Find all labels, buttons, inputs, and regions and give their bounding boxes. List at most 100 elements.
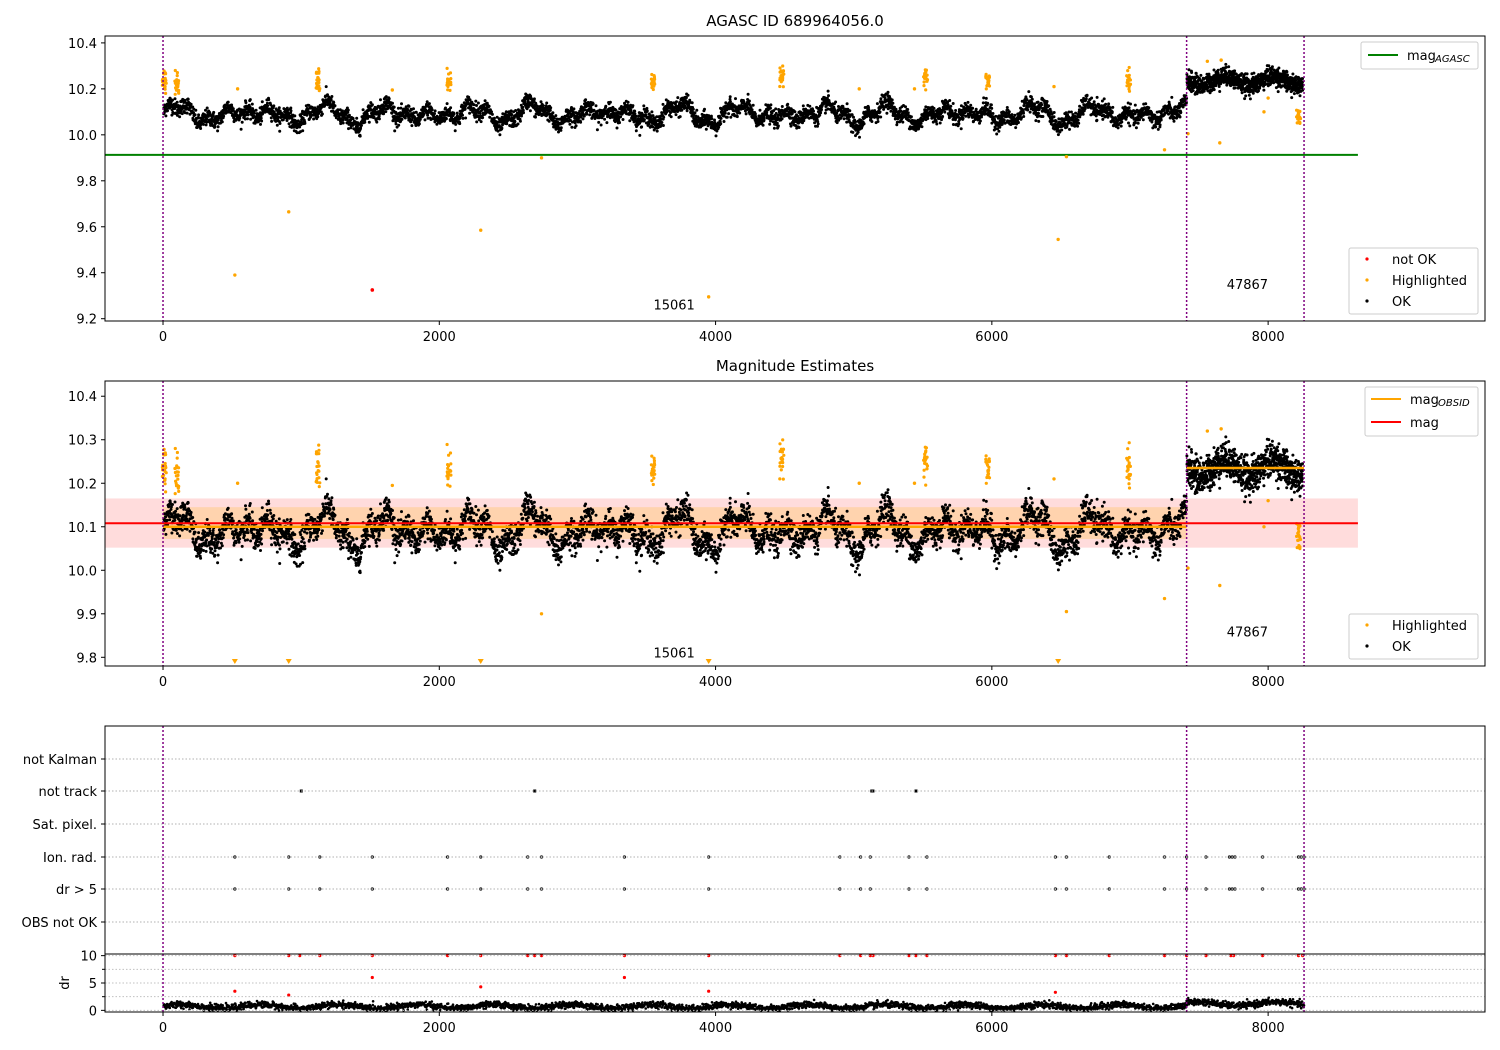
ok-point (591, 102, 595, 106)
ok-point (505, 122, 509, 126)
ok-point (527, 96, 531, 100)
ok-point (579, 120, 583, 124)
ok-point (305, 113, 309, 117)
ok-point (555, 117, 559, 121)
ok-point (893, 117, 897, 121)
ok-point (375, 120, 379, 124)
ok-point (909, 115, 913, 119)
ok-point (827, 94, 830, 98)
ok-point (414, 110, 418, 114)
ok-point (1013, 113, 1017, 117)
ok-point (433, 109, 437, 113)
ok-point (571, 110, 575, 114)
ok-point (205, 117, 209, 121)
ok-point (573, 121, 577, 125)
ok-point (986, 101, 990, 105)
ok-point (1076, 124, 1080, 128)
ok-point (222, 114, 226, 118)
ok-point (592, 108, 596, 112)
ok-point (856, 130, 860, 134)
ok-point (1076, 118, 1080, 122)
ok-point (1007, 110, 1011, 114)
panel1-plot-area (105, 58, 1358, 299)
ok-point (332, 101, 336, 105)
ok-point (1227, 65, 1231, 69)
ok-point (852, 115, 855, 119)
ok-point (260, 119, 264, 123)
ok-point (285, 119, 289, 122)
ok-point (961, 116, 965, 120)
ok-point (496, 129, 500, 133)
ok-point (549, 106, 553, 110)
ok-point (417, 122, 421, 126)
ok-point (520, 114, 523, 118)
ok-point (289, 109, 293, 113)
ok-point (394, 122, 398, 126)
ok-point (418, 117, 422, 121)
ok-point (248, 105, 252, 109)
ok-point (651, 125, 655, 129)
ok-point (178, 115, 182, 119)
ok-point (1108, 106, 1112, 110)
ok-point (862, 122, 866, 126)
ok-point (1056, 133, 1060, 137)
ok-point (422, 112, 426, 116)
ok-point (1026, 108, 1030, 112)
ok-point (790, 112, 794, 115)
ok-point (205, 106, 209, 110)
ok-point (729, 115, 733, 119)
ok-point (660, 121, 664, 124)
ok-point (926, 117, 930, 120)
ok-point (714, 134, 718, 138)
ok-point (551, 111, 555, 115)
ok-point (1207, 72, 1211, 76)
ok-point (1156, 127, 1160, 131)
ok-point (557, 130, 560, 134)
ok-point (982, 96, 986, 100)
ok-point (645, 109, 649, 113)
ok-point (1045, 100, 1049, 103)
ok-point (293, 114, 297, 118)
ok-point (848, 109, 852, 113)
ok-point (545, 113, 549, 117)
ok-point (738, 111, 742, 115)
ok-point (1128, 124, 1132, 128)
ok-point (870, 120, 874, 123)
ok-point (1224, 65, 1228, 69)
ok-point (1190, 71, 1194, 74)
ok-point (410, 124, 414, 128)
ok-point (500, 126, 504, 130)
ok-point (1016, 121, 1020, 125)
ok-point (879, 97, 883, 101)
ok-point (453, 129, 457, 133)
ok-point (516, 108, 520, 112)
ok-point (946, 103, 950, 107)
ok-point (629, 108, 633, 112)
ok-point (463, 107, 467, 111)
ok-point (966, 100, 970, 104)
ok-point (1127, 121, 1130, 125)
ok-point (808, 104, 812, 108)
ok-point (455, 111, 459, 115)
ok-point (633, 112, 637, 116)
ok-point (1179, 110, 1183, 114)
ok-point (548, 108, 552, 112)
ok-point (472, 103, 476, 107)
ok-point (513, 120, 517, 124)
ok-point (189, 102, 193, 106)
ok-point (1052, 115, 1056, 119)
ok-point (1199, 73, 1203, 77)
ok-point (185, 111, 189, 115)
ok-point (885, 111, 889, 115)
ok-point (678, 115, 682, 119)
ok-point (568, 118, 572, 122)
ok-point (1022, 111, 1025, 115)
ok-point (381, 108, 385, 112)
ok-point (346, 110, 350, 114)
ok-point (400, 102, 403, 106)
ok-point (762, 116, 766, 120)
ok-point (932, 106, 936, 110)
ok-point (1224, 62, 1228, 66)
ok-point (964, 114, 968, 118)
